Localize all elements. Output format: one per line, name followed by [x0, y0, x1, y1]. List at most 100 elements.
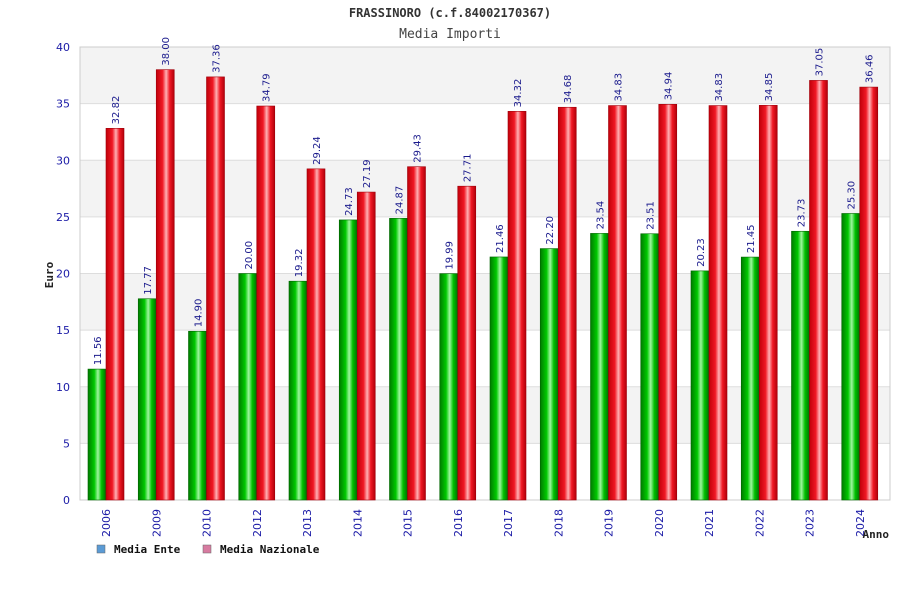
value-label: 27.71 — [463, 154, 474, 183]
bar-nazionale-2017 — [507, 111, 527, 501]
legend: Media Ente Media Nazionale — [96, 543, 320, 556]
bar-nazionale-2022 — [758, 105, 778, 501]
bar-ente-2022 — [740, 256, 760, 501]
plot-frame — [79, 46, 891, 501]
value-label: 25.30 — [847, 181, 858, 210]
bars — [87, 69, 879, 501]
value-label: 20.23 — [696, 238, 707, 267]
y-tick-label: 30 — [56, 154, 70, 167]
bar-nazionale-2019 — [608, 105, 627, 501]
legend-label: Media Ente — [114, 543, 181, 556]
bar-nazionale-2018 — [557, 106, 577, 501]
value-label: 34.79 — [262, 73, 273, 102]
x-tick-label: 2019 — [603, 509, 616, 537]
bar-ente-2024 — [841, 213, 861, 501]
bar-nazionale-2009 — [155, 69, 175, 501]
legend-swatch — [96, 544, 106, 554]
value-label: 23.54 — [596, 201, 607, 230]
bar-nazionale-2014 — [356, 191, 376, 501]
bar-ente-2014 — [338, 219, 358, 501]
value-label: 19.32 — [294, 249, 305, 278]
value-label: 22.20 — [545, 216, 556, 245]
value-label: 20.00 — [244, 241, 255, 270]
value-label: 34.68 — [563, 75, 574, 104]
bar-nazionale-2016 — [457, 185, 477, 501]
value-label: 24.73 — [344, 187, 355, 216]
bar-ente-2017 — [489, 256, 509, 501]
x-tick-label: 2013 — [301, 509, 314, 537]
x-axis-ticks: 2006 2009 2010 2012 2013 2014 2015 2016 2017 2018… — [100, 509, 867, 537]
bar-ente-2015 — [389, 218, 408, 501]
bar-nazionale-2020 — [658, 104, 678, 501]
bar-nazionale-2013 — [306, 168, 326, 501]
value-label: 23.73 — [797, 199, 808, 228]
x-tick-label: 2015 — [402, 509, 415, 537]
x-tick-label: 2009 — [150, 509, 163, 537]
value-labels: 11.56 32.82 17.77 38.00 14.90 37.36 20.00 34.79… — [93, 37, 876, 365]
value-label: 37.36 — [212, 44, 223, 73]
value-label: 29.43 — [413, 134, 424, 163]
value-label: 32.82 — [111, 96, 122, 125]
x-tick-label: 2018 — [552, 509, 565, 537]
x-tick-label: 2017 — [502, 509, 515, 537]
value-label: 29.24 — [312, 136, 323, 165]
bar-ente-2020 — [640, 233, 660, 501]
value-label: 21.46 — [495, 224, 506, 253]
bar-ente-2009 — [137, 298, 157, 501]
y-tick-label: 40 — [56, 41, 70, 54]
value-label: 11.56 — [93, 336, 104, 365]
value-label: 34.83 — [614, 73, 625, 102]
x-tick-label: 2006 — [100, 509, 113, 537]
x-tick-label: 2021 — [703, 509, 716, 537]
x-tick-label: 2014 — [351, 509, 364, 537]
x-tick-label: 2010 — [201, 509, 214, 537]
y-tick-label: 5 — [63, 437, 70, 450]
bar-ente-2023 — [791, 230, 810, 501]
value-label: 21.45 — [746, 224, 757, 253]
y-axis-label: Euro — [43, 261, 56, 288]
value-label: 24.87 — [395, 186, 406, 215]
y-tick-label: 25 — [56, 211, 70, 224]
value-label: 37.05 — [815, 48, 826, 77]
bar-ente-2019 — [590, 233, 609, 501]
value-label: 36.46 — [865, 54, 876, 83]
value-label: 34.85 — [764, 73, 775, 102]
value-label: 38.00 — [161, 37, 172, 66]
legend-label: Media Nazionale — [220, 543, 320, 556]
bar-nazionale-2015 — [407, 166, 426, 501]
value-label: 17.77 — [143, 266, 154, 295]
bar-ente-2018 — [539, 248, 559, 501]
value-label: 23.51 — [646, 201, 657, 230]
bar-nazionale-2023 — [809, 80, 828, 501]
x-tick-label: 2016 — [452, 509, 465, 537]
chart-subtitle: Media Importi — [399, 27, 501, 42]
bar-ente-2010 — [188, 330, 207, 501]
bar-ente-2016 — [439, 273, 459, 501]
value-label: 14.90 — [194, 299, 205, 328]
value-label: 34.83 — [714, 73, 725, 102]
x-tick-label: 2023 — [804, 509, 817, 537]
value-label: 19.99 — [445, 241, 456, 270]
bar-nazionale-2021 — [708, 105, 728, 501]
legend-swatch — [202, 544, 212, 554]
value-label: 27.19 — [362, 159, 373, 188]
y-tick-label: 0 — [63, 494, 70, 507]
bar-nazionale-2012 — [256, 105, 276, 501]
value-label: 34.94 — [664, 72, 675, 101]
x-axis-label: Anno — [863, 528, 890, 541]
bar-ente-2006 — [87, 368, 107, 501]
bar-ente-2013 — [288, 280, 308, 501]
bar-ente-2012 — [238, 273, 258, 501]
x-tick-label: 2022 — [753, 509, 766, 537]
x-tick-label: 2020 — [653, 509, 666, 537]
y-tick-label: 35 — [56, 98, 70, 111]
y-tick-label: 15 — [56, 324, 70, 337]
chart-title: FRASSINORO (c.f.84002170367) — [349, 6, 551, 20]
bar-nazionale-2024 — [859, 86, 879, 501]
y-axis-ticks: 0 5 10 15 20 25 30 35 40 — [56, 41, 70, 507]
bar-nazionale-2006 — [105, 128, 125, 501]
bar-ente-2021 — [690, 270, 710, 501]
x-tick-label: 2012 — [251, 509, 264, 537]
y-tick-label: 10 — [56, 381, 70, 394]
